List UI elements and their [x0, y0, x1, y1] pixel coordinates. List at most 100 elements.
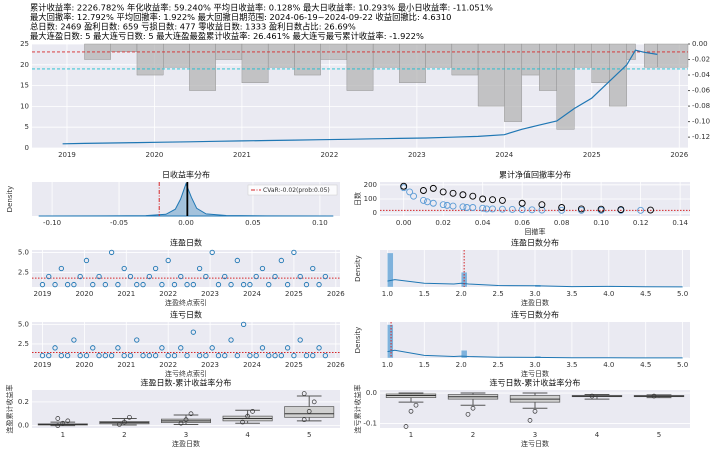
scatter-point — [96, 273, 102, 280]
x-tick-label: 5 — [307, 431, 311, 439]
stats-line: 最大回撤率: 12.792% 平均回撤率: 1.922% 最大回撤日期范围: 2… — [30, 12, 451, 22]
drawdown-bar — [626, 43, 636, 60]
scatter-point — [310, 265, 316, 272]
y2-tick-label: -0.04 — [692, 71, 711, 79]
drawdown-bar — [372, 43, 400, 68]
x-tick-label: 0.06 — [514, 219, 530, 227]
y2-tick-label: -0.10 — [692, 118, 710, 126]
scatter-point — [134, 337, 140, 343]
scatter-point — [209, 249, 215, 256]
scatter-point — [316, 281, 322, 288]
scatter-point — [184, 281, 190, 288]
point — [301, 417, 307, 423]
scatter-point — [152, 353, 159, 359]
scatter-point — [203, 273, 209, 280]
y-tick-label: 25 — [20, 40, 29, 48]
scatter-point — [71, 337, 77, 343]
scatter-point — [121, 265, 127, 272]
scatter-point — [272, 353, 278, 359]
scatter-point — [77, 353, 83, 359]
point — [589, 393, 595, 399]
y-tick-label: 5.0 — [18, 248, 29, 256]
scatter-point — [253, 273, 259, 280]
point — [240, 419, 245, 425]
point — [413, 402, 419, 408]
legend-box — [247, 184, 338, 196]
y-tick-label: 0.0 — [18, 422, 29, 430]
x-tick-label: 3.5 — [566, 361, 577, 369]
scatter-point — [90, 345, 96, 351]
y-tick-label: 2.5 — [18, 340, 29, 348]
y-tick-label: 0.2 — [18, 398, 29, 406]
scatter-point — [240, 321, 247, 327]
point — [306, 409, 312, 414]
y-tick-label: 5.0 — [18, 320, 29, 328]
scatter-point — [423, 198, 431, 206]
drawdown-bar — [294, 43, 321, 76]
x-tick-label: 2021 — [117, 290, 135, 298]
x-tick-label: 2.0 — [456, 361, 467, 369]
scatter-point — [439, 188, 447, 196]
point — [245, 413, 250, 419]
scatter-point — [259, 265, 266, 272]
point — [465, 411, 471, 417]
scatter-point — [538, 201, 546, 209]
y-axis-label: 连亏累计收益率 — [353, 385, 362, 434]
x-tick-label: 5.0 — [677, 361, 688, 369]
scatter-point — [134, 281, 140, 288]
scatter-point — [469, 192, 477, 200]
y-axis-label: Density — [354, 255, 362, 282]
scatter-point — [483, 205, 491, 213]
scatter-point — [297, 273, 303, 280]
drawdown-bar — [399, 43, 426, 84]
scatter-point — [39, 353, 46, 359]
scatter-point — [64, 353, 71, 359]
y-tick-label: 10 — [20, 102, 29, 110]
x-tick-label: 2020 — [146, 151, 164, 159]
scatter-point — [171, 281, 178, 288]
drawdown-bar — [591, 43, 610, 84]
scatter-point — [159, 345, 165, 351]
chart-title: 连盈日数分布 — [511, 238, 559, 248]
scatter-point — [247, 281, 253, 288]
histogram-bar — [387, 252, 394, 288]
scatter-point — [146, 353, 152, 359]
point — [183, 417, 189, 423]
histogram-bar — [387, 324, 394, 359]
chart-title: 连亏日数-累计收益率分布 — [490, 378, 581, 388]
scatter-point — [190, 281, 196, 288]
y2-tick-label: 0.00 — [692, 40, 708, 48]
x-tick-label: 2020 — [75, 290, 93, 298]
scatter-point — [419, 187, 427, 194]
y-tick-label: 0 — [25, 144, 29, 152]
y-tick-label: 0.0 — [366, 389, 377, 397]
scatter-point — [410, 192, 418, 200]
scatter-point — [303, 353, 310, 359]
drawdown-bar — [267, 43, 295, 68]
y2-tick-label: -0.06 — [692, 87, 711, 95]
x-tick-label: 2021 — [233, 151, 251, 159]
x-tick-label: 0.08 — [554, 219, 570, 227]
scatter-point — [247, 353, 253, 359]
y2-tick-label: -0.12 — [692, 133, 710, 141]
point — [311, 399, 317, 405]
x-axis-label: 连亏终点索引 — [165, 369, 207, 378]
x-tick-label: 3 — [184, 431, 188, 439]
x-tick-label: 0.12 — [633, 219, 649, 227]
point — [122, 419, 127, 425]
drawdown-bar — [425, 43, 453, 68]
scatter-point — [234, 353, 240, 359]
cumulative-line — [62, 49, 658, 145]
scatter-point — [184, 353, 190, 359]
drawdown-bar — [521, 43, 540, 76]
scatter-point — [52, 345, 58, 351]
x-tick-label: 2.5 — [493, 290, 504, 298]
point — [60, 420, 66, 426]
scatter-point — [284, 345, 291, 351]
scatter-point — [102, 281, 108, 288]
scatter-point — [463, 204, 471, 211]
x-tick-label: 0.02 — [435, 219, 451, 227]
scatter-point — [322, 353, 328, 359]
point — [532, 408, 538, 414]
